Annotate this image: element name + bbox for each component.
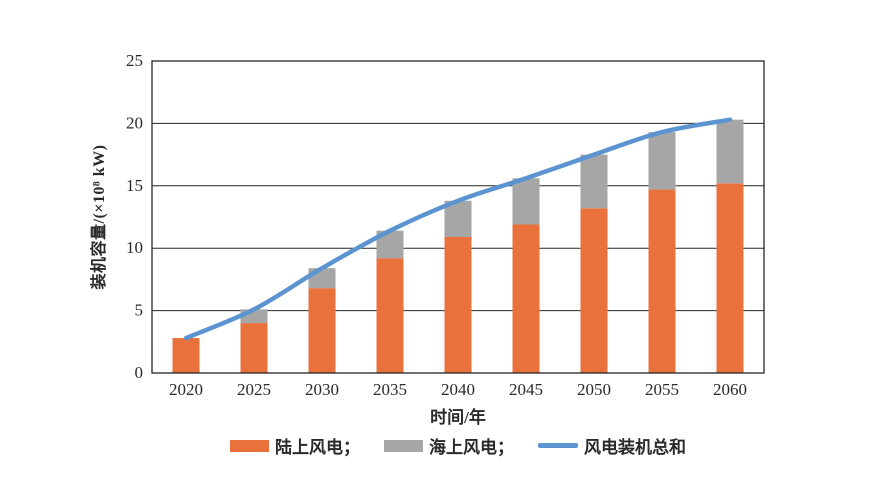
legend-item-onshore: 陆上风电； (230, 433, 360, 458)
x-tick-label: 2025 (237, 380, 271, 399)
x-tick-label: 2035 (373, 380, 407, 399)
bar-segment-offshore (308, 268, 336, 289)
x-tick-label: 2030 (305, 380, 339, 399)
x-tick-label: 2055 (645, 380, 679, 399)
bar-segment-offshore (580, 154, 608, 209)
legend-label-total: 风电装机总和 (584, 438, 686, 457)
bar-segment-offshore (716, 119, 744, 184)
legend-label-offshore: 海上风电； (429, 438, 514, 457)
y-tick-label: 0 (135, 363, 144, 382)
bar-segment-offshore (512, 178, 540, 225)
total-line (183, 117, 733, 341)
bar-segment-offshore (648, 132, 676, 190)
legend-item-offshore: 海上风电； (384, 433, 514, 458)
legend-item-total: 风电装机总和 (538, 433, 686, 458)
y-tick-label: 25 (126, 51, 143, 70)
bar-segment-onshore (716, 183, 744, 373)
y-tick-label: 20 (126, 113, 143, 132)
plot-frame (151, 60, 765, 374)
x-tick-label: 2050 (577, 380, 611, 399)
x-axis-title: 时间/年 (430, 408, 486, 427)
bar-segment-onshore (648, 189, 676, 373)
x-tick-label: 2060 (713, 380, 747, 399)
bar-segment-onshore (580, 208, 608, 373)
x-tick-label: 2040 (441, 380, 475, 399)
bar-segment-onshore (308, 288, 336, 373)
x-tick-label: 2020 (169, 380, 203, 399)
y-tick-label: 15 (126, 176, 143, 195)
legend-label-onshore: 陆上风电； (275, 438, 360, 457)
y-tick-label: 10 (126, 238, 143, 257)
bar-segment-onshore (444, 236, 472, 373)
y-axis-title: 装机容量/(×10⁸ kW) (91, 144, 108, 290)
onshore-swatch-icon (230, 439, 269, 452)
bar-segment-onshore (172, 338, 200, 373)
bar-segment-onshore (376, 258, 404, 373)
y-tick-label: 5 (135, 301, 144, 320)
x-tick-label: 2045 (509, 380, 543, 399)
bar-segment-onshore (240, 323, 268, 373)
total-line-swatch-icon (538, 443, 578, 448)
bar-segment-onshore (512, 224, 540, 373)
bar-segment-offshore (444, 200, 472, 237)
offshore-swatch-icon (384, 439, 423, 452)
chart-legend: 陆上风电； 海上风电； 风电装机总和 (152, 433, 764, 458)
